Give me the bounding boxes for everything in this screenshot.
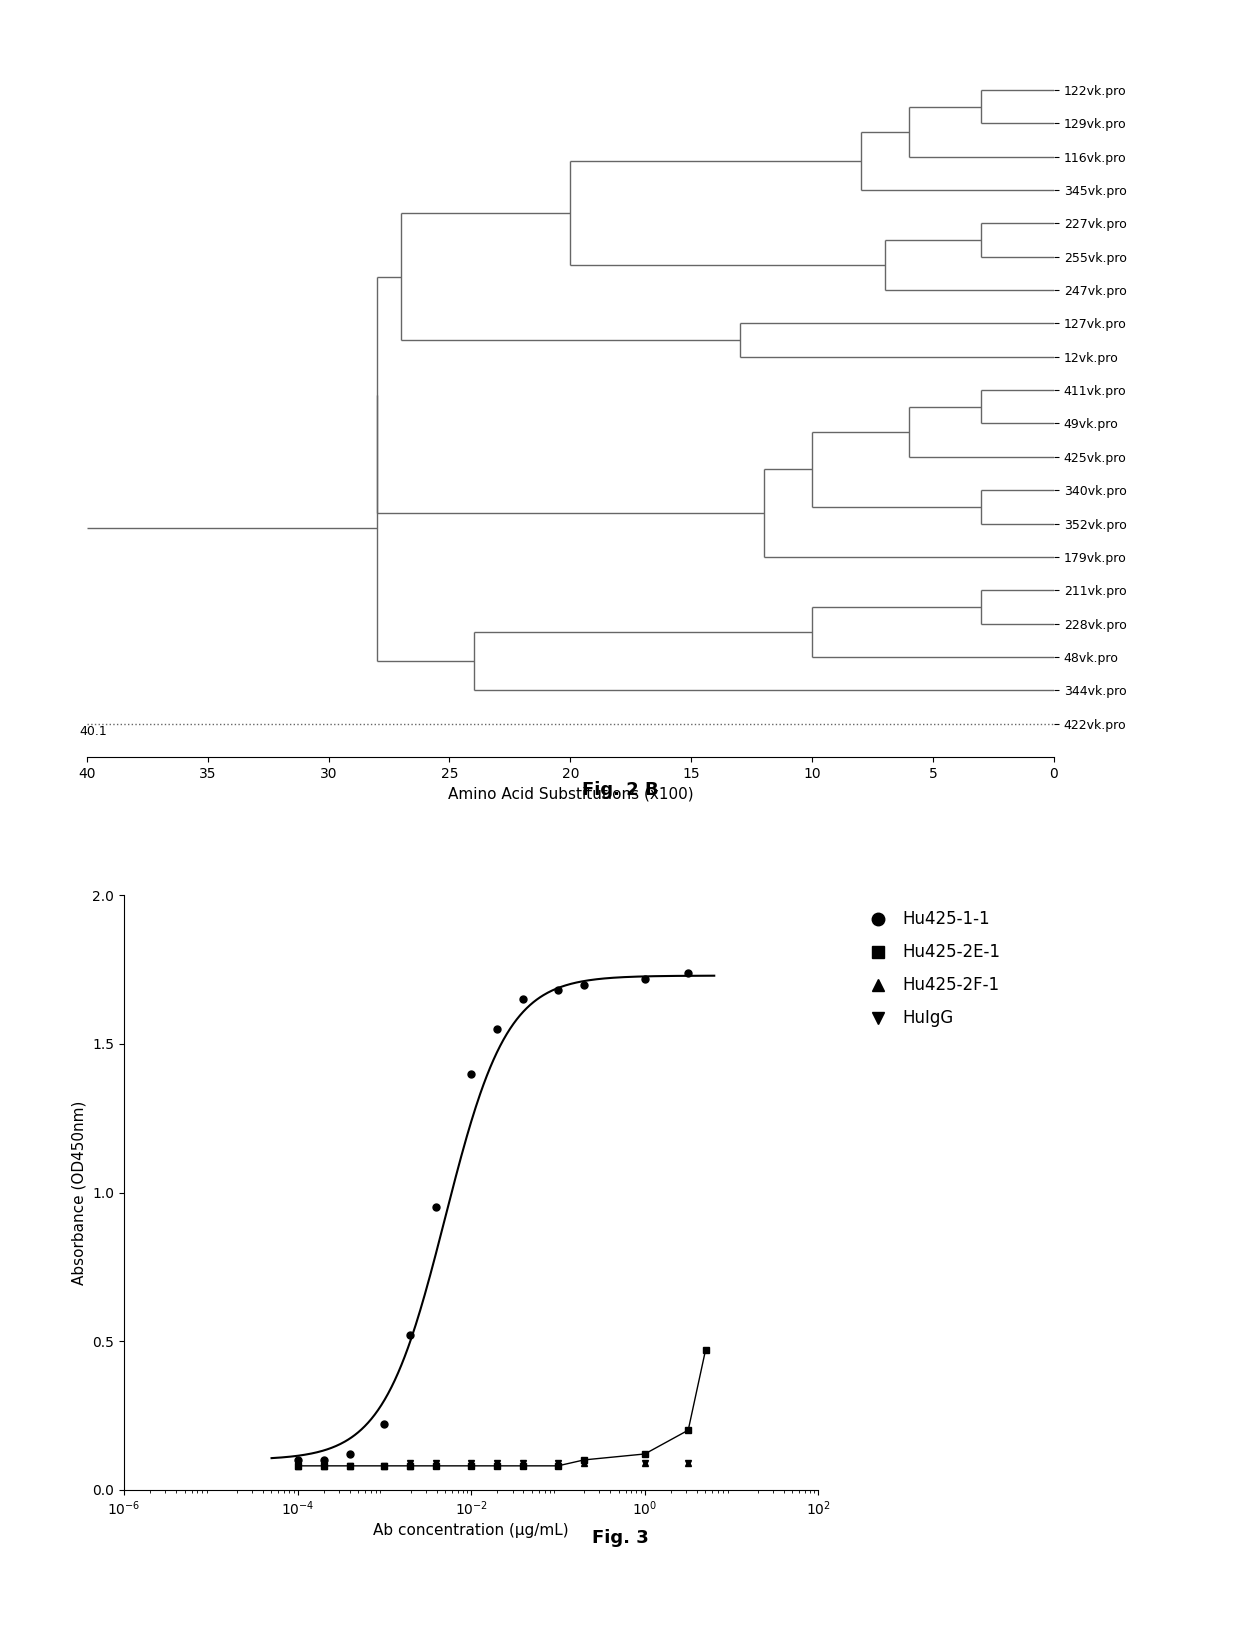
Text: 40.1: 40.1 (79, 726, 108, 739)
Text: Fig. 3: Fig. 3 (591, 1529, 649, 1548)
Y-axis label: Absorbance (OD450nm): Absorbance (OD450nm) (72, 1101, 87, 1284)
X-axis label: Ab concentration (μg/mL): Ab concentration (μg/mL) (373, 1524, 569, 1538)
X-axis label: Amino Acid Substitutions (x100): Amino Acid Substitutions (x100) (448, 786, 693, 801)
Text: Fig. 2 B: Fig. 2 B (582, 780, 658, 799)
Legend: Hu425-1-1, Hu425-2E-1, Hu425-2F-1, HuIgG: Hu425-1-1, Hu425-2E-1, Hu425-2F-1, HuIgG (854, 904, 1008, 1034)
